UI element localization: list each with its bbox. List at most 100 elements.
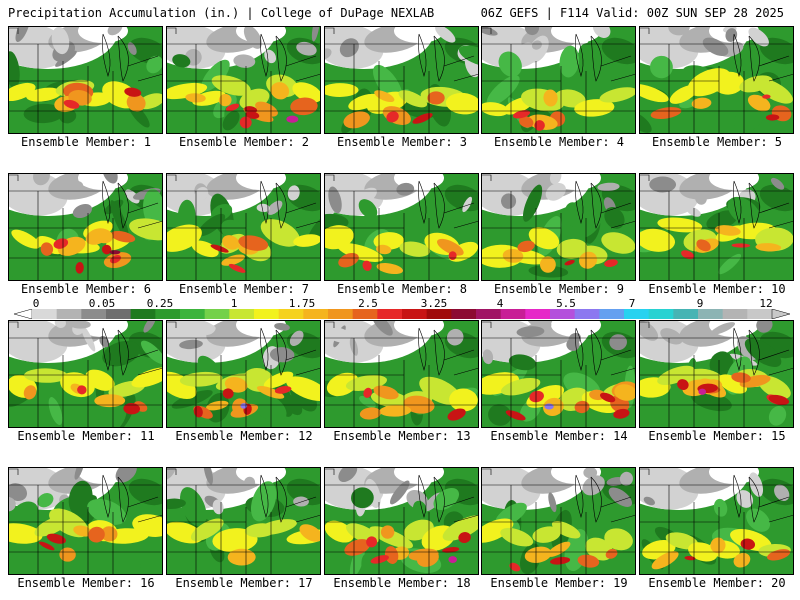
precip-map xyxy=(481,173,636,281)
colorbar-tick-label: 0.25 xyxy=(146,297,174,310)
colorbar-tick-label: 3.25 xyxy=(420,297,448,310)
precip-map xyxy=(481,26,636,134)
ensemble-member-label: Ensemble Member: 10 xyxy=(648,282,786,296)
ensemble-map-14 xyxy=(481,320,636,428)
colorbar-tick-label: 5.5 xyxy=(556,297,576,310)
colorbar: 0 0.05 0.25 1 1.75 2.5 3.25 4 5.5 7 9 12 xyxy=(14,297,790,321)
precip-map xyxy=(166,173,321,281)
ensemble-member-label: Ensemble Member: 14 xyxy=(490,429,628,443)
colorbar-segment xyxy=(599,309,625,319)
precip-map xyxy=(8,320,163,428)
colorbar-segment xyxy=(328,309,354,319)
colorbar-segment xyxy=(722,309,748,319)
ensemble-map-12 xyxy=(166,320,321,428)
precip-map xyxy=(8,467,163,575)
precip-map xyxy=(166,26,321,134)
precip-map xyxy=(8,26,163,134)
precip-map xyxy=(8,173,163,281)
colorbar-segment xyxy=(180,309,206,319)
colorbar-segment xyxy=(229,309,255,319)
colorbar-segment xyxy=(426,309,452,319)
colorbar-tick-label: 9 xyxy=(696,297,704,310)
colorbar-segment xyxy=(451,309,477,319)
precip-map xyxy=(324,26,479,134)
colorbar-segment xyxy=(747,309,773,319)
colorbar-tick-label: 4 xyxy=(496,297,504,310)
colorbar-segment xyxy=(402,309,428,319)
precip-map xyxy=(481,467,636,575)
ensemble-map-13 xyxy=(324,320,479,428)
ensemble-map-10 xyxy=(639,173,794,281)
ensemble-map-4 xyxy=(481,26,636,134)
colorbar-segment xyxy=(278,309,304,319)
ensemble-map-1 xyxy=(8,26,163,134)
colorbar-segment xyxy=(204,309,230,319)
precip-map xyxy=(639,173,794,281)
colorbar-tick-label: 12 xyxy=(759,297,773,310)
ensemble-map-17 xyxy=(166,467,321,575)
ensemble-member-label: Ensemble Member: 1 xyxy=(20,135,152,149)
ensemble-map-6 xyxy=(8,173,163,281)
precip-map xyxy=(324,320,479,428)
precip-map xyxy=(481,320,636,428)
colorbar-segment xyxy=(476,309,502,319)
precip-map xyxy=(639,26,794,134)
colorbar-segment xyxy=(303,309,329,319)
colorbar-segment xyxy=(32,309,58,319)
ensemble-map-19 xyxy=(481,467,636,575)
ensemble-member-label: Ensemble Member: 19 xyxy=(490,576,628,590)
colorbar-max-arrow xyxy=(771,309,790,319)
ensemble-map-15 xyxy=(639,320,794,428)
ensemble-member-label: Ensemble Member: 13 xyxy=(333,429,471,443)
ensemble-member-label: Ensemble Member: 11 xyxy=(17,429,155,443)
ensemble-member-label: Ensemble Member: 5 xyxy=(651,135,783,149)
colorbar-segment xyxy=(130,309,156,319)
ensemble-map-7 xyxy=(166,173,321,281)
ensemble-member-label: Ensemble Member: 3 xyxy=(336,135,468,149)
ensemble-map-5 xyxy=(639,26,794,134)
model-valid-time: 06Z GEFS | F114 Valid: 00Z SUN SEP 28 20… xyxy=(480,6,784,20)
colorbar-segment xyxy=(377,309,403,319)
precip-map xyxy=(639,467,794,575)
colorbar-segment xyxy=(81,309,107,319)
precip-map xyxy=(166,467,321,575)
colorbar-segment xyxy=(56,309,82,319)
colorbar-segment xyxy=(550,309,576,319)
precip-map xyxy=(639,320,794,428)
colorbar-segment xyxy=(155,309,181,319)
colorbar-segment xyxy=(673,309,699,319)
ensemble-member-label: Ensemble Member: 17 xyxy=(175,576,313,590)
chart-title: Precipitation Accumulation (in.) | Colle… xyxy=(8,6,435,20)
ensemble-member-label: Ensemble Member: 20 xyxy=(648,576,786,590)
colorbar-tick-label: 1.75 xyxy=(288,297,316,310)
ensemble-member-label: Ensemble Member: 18 xyxy=(333,576,471,590)
ensemble-map-9 xyxy=(481,173,636,281)
precip-map xyxy=(166,320,321,428)
ensemble-map-2 xyxy=(166,26,321,134)
colorbar-segment xyxy=(624,309,650,319)
ensemble-map-16 xyxy=(8,467,163,575)
ensemble-map-18 xyxy=(324,467,479,575)
ensemble-member-label: Ensemble Member: 12 xyxy=(175,429,313,443)
colorbar-tick-label: 0 xyxy=(32,297,40,310)
ensemble-member-label: Ensemble Member: 2 xyxy=(178,135,310,149)
colorbar-tick-label: 0.05 xyxy=(88,297,116,310)
colorbar-min-arrow xyxy=(14,309,33,319)
ensemble-map-3 xyxy=(324,26,479,134)
ensemble-map-20 xyxy=(639,467,794,575)
colorbar-segment xyxy=(352,309,378,319)
colorbar-segment xyxy=(648,309,674,319)
colorbar-tick-label: 1 xyxy=(230,297,238,310)
ensemble-member-label: Ensemble Member: 8 xyxy=(336,282,468,296)
ensemble-member-label: Ensemble Member: 7 xyxy=(178,282,310,296)
colorbar-segment xyxy=(525,309,551,319)
precip-map xyxy=(324,173,479,281)
colorbar-segment xyxy=(106,309,132,319)
colorbar-strip xyxy=(14,309,790,319)
colorbar-segment xyxy=(574,309,600,319)
precip-map xyxy=(324,467,479,575)
ensemble-member-label: Ensemble Member: 16 xyxy=(17,576,155,590)
colorbar-segment xyxy=(500,309,526,319)
colorbar-tick-label: 2.5 xyxy=(358,297,378,310)
ensemble-map-8 xyxy=(324,173,479,281)
